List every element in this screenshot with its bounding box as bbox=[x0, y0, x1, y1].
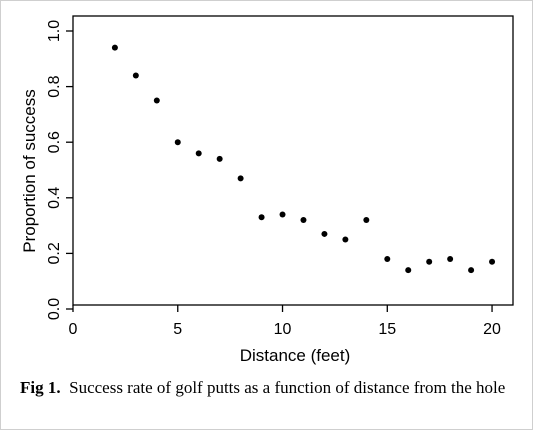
data-point bbox=[321, 230, 328, 237]
data-point bbox=[279, 211, 286, 218]
data-point bbox=[300, 217, 307, 224]
data-point bbox=[258, 214, 265, 221]
data-point bbox=[489, 258, 496, 265]
y-tick-label: 0.2 bbox=[46, 242, 63, 264]
data-point bbox=[195, 150, 202, 157]
x-tick-label: 10 bbox=[274, 321, 292, 338]
y-tick-label: 0.6 bbox=[46, 131, 63, 153]
data-point bbox=[132, 72, 139, 79]
plot-box bbox=[72, 15, 514, 306]
data-point bbox=[111, 44, 118, 51]
data-point bbox=[153, 97, 160, 104]
data-point bbox=[405, 267, 412, 274]
figure-caption: Fig 1. Success rate of golf putts as a f… bbox=[20, 377, 525, 399]
y-axis-title: Proportion of success bbox=[20, 89, 39, 252]
data-point bbox=[426, 258, 433, 265]
x-tick-label: 5 bbox=[173, 321, 182, 338]
x-tick-label: 20 bbox=[483, 321, 501, 338]
axes: 0 5 10 15 20 0.0 0.2 0.4 0.6 0.8 1.0 bbox=[46, 15, 514, 338]
y-tick-label: 1.0 bbox=[46, 20, 63, 42]
data-point bbox=[468, 267, 475, 274]
data-point bbox=[342, 236, 349, 243]
figure-caption-text: Success rate of golf putts as a function… bbox=[69, 378, 506, 397]
data-points bbox=[111, 44, 496, 274]
y-tick-label: 0.8 bbox=[46, 75, 63, 97]
y-tick-label: 0.4 bbox=[46, 187, 63, 209]
data-point bbox=[174, 139, 181, 146]
data-point bbox=[363, 217, 370, 224]
x-axis-title: Distance (feet) bbox=[240, 346, 351, 365]
scatter-chart: 0 5 10 15 20 0.0 0.2 0.4 0.6 0.8 1.0 Distance (fee… bbox=[20, 15, 514, 365]
figure-label: Fig 1. bbox=[20, 378, 61, 397]
x-tick-label: 15 bbox=[378, 321, 396, 338]
data-point bbox=[384, 255, 391, 262]
y-tick-label: 0.0 bbox=[46, 298, 63, 320]
data-point bbox=[237, 175, 244, 182]
data-point bbox=[447, 255, 454, 262]
data-point bbox=[216, 155, 223, 162]
x-tick-label: 0 bbox=[69, 321, 78, 338]
